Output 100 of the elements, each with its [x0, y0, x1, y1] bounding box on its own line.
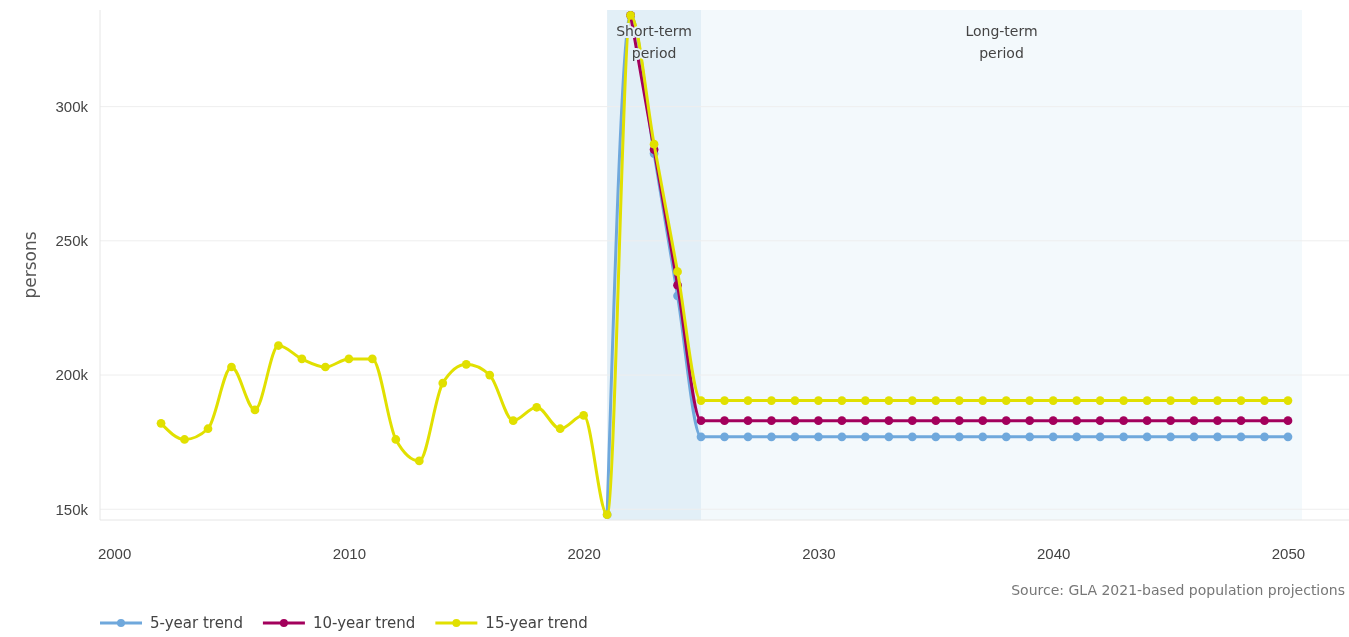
point: [954, 432, 964, 442]
point: [837, 396, 847, 405]
point: [720, 396, 729, 405]
point: [532, 402, 542, 412]
legend-label: 15-year trend: [485, 614, 588, 632]
point: [1189, 416, 1199, 426]
point: [1095, 396, 1105, 405]
point: [978, 432, 988, 442]
point: [743, 416, 753, 426]
point: [814, 396, 823, 405]
point: [978, 416, 988, 426]
point: [344, 354, 354, 364]
point: [1283, 432, 1293, 442]
point: [837, 432, 847, 442]
point: [297, 354, 307, 364]
point: [1001, 396, 1011, 405]
point: [180, 435, 189, 444]
point: [814, 416, 823, 426]
point: [1142, 396, 1152, 405]
point: [1260, 416, 1269, 426]
point: [954, 416, 964, 426]
point: [931, 396, 941, 405]
point: [1189, 396, 1199, 405]
point: [1260, 432, 1269, 442]
point: [1072, 396, 1082, 405]
point: [1095, 432, 1105, 442]
point: [1001, 432, 1011, 442]
point: [227, 362, 236, 372]
point: [1142, 432, 1152, 442]
point: [1166, 396, 1175, 405]
point: [860, 432, 870, 442]
point: [696, 416, 706, 426]
point: [743, 396, 753, 405]
point: [555, 424, 565, 434]
point: [767, 396, 776, 405]
y-tick-label: 250k: [55, 232, 89, 250]
point: [884, 396, 894, 405]
point: [1119, 396, 1128, 405]
point: [1166, 432, 1175, 442]
point: [1213, 396, 1222, 405]
source-note: Source: GLA 2021-based population projections: [1011, 582, 1345, 598]
point: [1260, 396, 1269, 405]
point: [767, 416, 776, 426]
point: [274, 341, 283, 350]
point: [837, 416, 847, 426]
point: [884, 432, 894, 442]
point: [790, 396, 800, 405]
point: [485, 370, 495, 380]
point: [367, 354, 377, 364]
point: [978, 396, 988, 405]
x-tick-label: 2040: [1037, 544, 1071, 562]
point: [461, 359, 471, 369]
point: [1283, 416, 1293, 426]
point: [696, 396, 706, 405]
point: [931, 432, 941, 442]
point: [720, 432, 729, 442]
x-tick-label: 2020: [567, 544, 601, 562]
legend-label: 5-year trend: [150, 614, 243, 632]
point: [673, 267, 682, 277]
y-axis-title: persons: [20, 231, 40, 299]
point: [1166, 416, 1175, 426]
point: [790, 416, 800, 426]
legend-label: 10-year trend: [312, 614, 416, 632]
x-tick-label: 2050: [1271, 544, 1306, 562]
point: [391, 435, 401, 444]
point: [860, 416, 870, 426]
point: [860, 396, 870, 405]
point: [1189, 432, 1199, 442]
point: [814, 432, 823, 442]
point: [1025, 396, 1035, 405]
y-tick-label: 300k: [55, 97, 89, 115]
point: [1072, 416, 1082, 426]
point: [907, 432, 917, 442]
point: [579, 410, 589, 420]
y-tick-label: 150k: [55, 500, 89, 518]
point: [1048, 416, 1058, 426]
point: [414, 456, 424, 466]
point: [1048, 432, 1058, 442]
point: [1119, 416, 1128, 426]
point: [696, 432, 706, 442]
point: [790, 432, 800, 442]
x-tick-label: 2030: [802, 544, 836, 562]
point: [743, 432, 753, 442]
point: [1283, 396, 1293, 405]
point: [1142, 416, 1152, 426]
point: [907, 416, 917, 426]
point: [1213, 416, 1222, 426]
point: [1025, 416, 1035, 426]
x-tick-label: 2010: [332, 544, 367, 562]
point: [954, 396, 964, 405]
band-label: Long-term period: [965, 23, 1038, 61]
point: [1236, 416, 1246, 426]
y-tick-label: 200k: [55, 366, 89, 384]
x-tick-label: 2000: [97, 544, 132, 562]
point: [1095, 416, 1105, 426]
point: [438, 378, 448, 388]
point: [649, 139, 659, 149]
point: [1025, 432, 1035, 442]
point: [1119, 432, 1128, 442]
point: [1001, 416, 1011, 426]
